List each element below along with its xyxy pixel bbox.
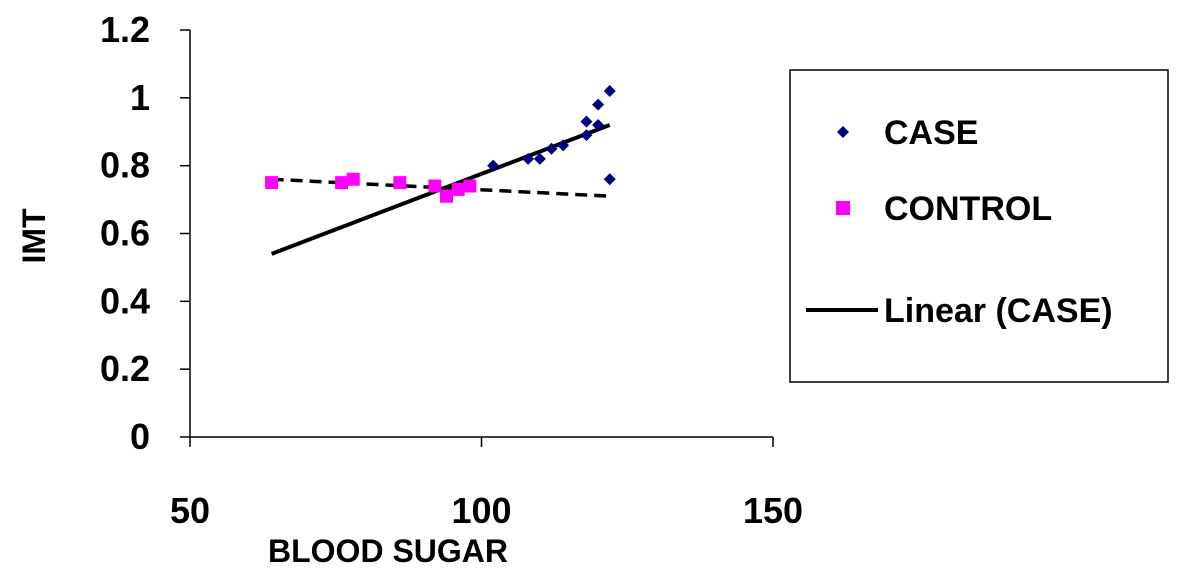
legend-label: CASE (884, 114, 978, 152)
x-tick-label: 100 (451, 490, 511, 531)
case-point (603, 173, 616, 186)
case-point (603, 85, 616, 98)
case-point (522, 152, 535, 165)
axes (189, 30, 773, 438)
legend: CASE CONTROL Linear (CASE) (789, 69, 1169, 383)
control-point (393, 176, 407, 190)
legend-label: CONTROL (884, 190, 1052, 228)
legend-diamond-swatch (837, 126, 849, 138)
case-point (545, 142, 558, 155)
case-point (592, 98, 605, 111)
y-tick-label: 0.8 (100, 145, 150, 186)
control-point (265, 176, 279, 190)
y-tick-label: 0.6 (100, 213, 150, 254)
y-tick-label: 0 (130, 416, 150, 457)
case-point (533, 152, 546, 165)
control-point (440, 189, 454, 203)
y-tick-label: 1 (130, 77, 150, 118)
legend-square-swatch (836, 201, 850, 215)
y-axis-ticks: 0 0.2 0.4 0.6 0.8 1 1.2 (100, 9, 190, 457)
y-axis-title: IMT (16, 208, 52, 264)
y-tick-label: 0.4 (100, 280, 150, 321)
case-point (580, 115, 593, 128)
x-tick-label: 150 (743, 490, 803, 531)
y-tick-label: 1.2 (100, 9, 150, 50)
case-point (580, 129, 593, 142)
data-points (265, 85, 616, 203)
case-point (487, 159, 500, 172)
x-axis-ticks: 50 100 150 (170, 437, 803, 531)
legend-label: Linear (CASE) (884, 292, 1113, 330)
case-point (557, 139, 570, 152)
control-point (463, 179, 477, 193)
case-point (592, 118, 605, 131)
control-point (428, 179, 442, 193)
control-point (335, 176, 349, 190)
legend-box (789, 69, 1169, 383)
y-tick-label: 0.2 (100, 348, 150, 389)
control-point (451, 182, 465, 196)
x-tick-label: 50 (170, 490, 210, 531)
control-point (346, 172, 360, 186)
x-axis-title: BLOOD SUGAR (268, 533, 508, 569)
